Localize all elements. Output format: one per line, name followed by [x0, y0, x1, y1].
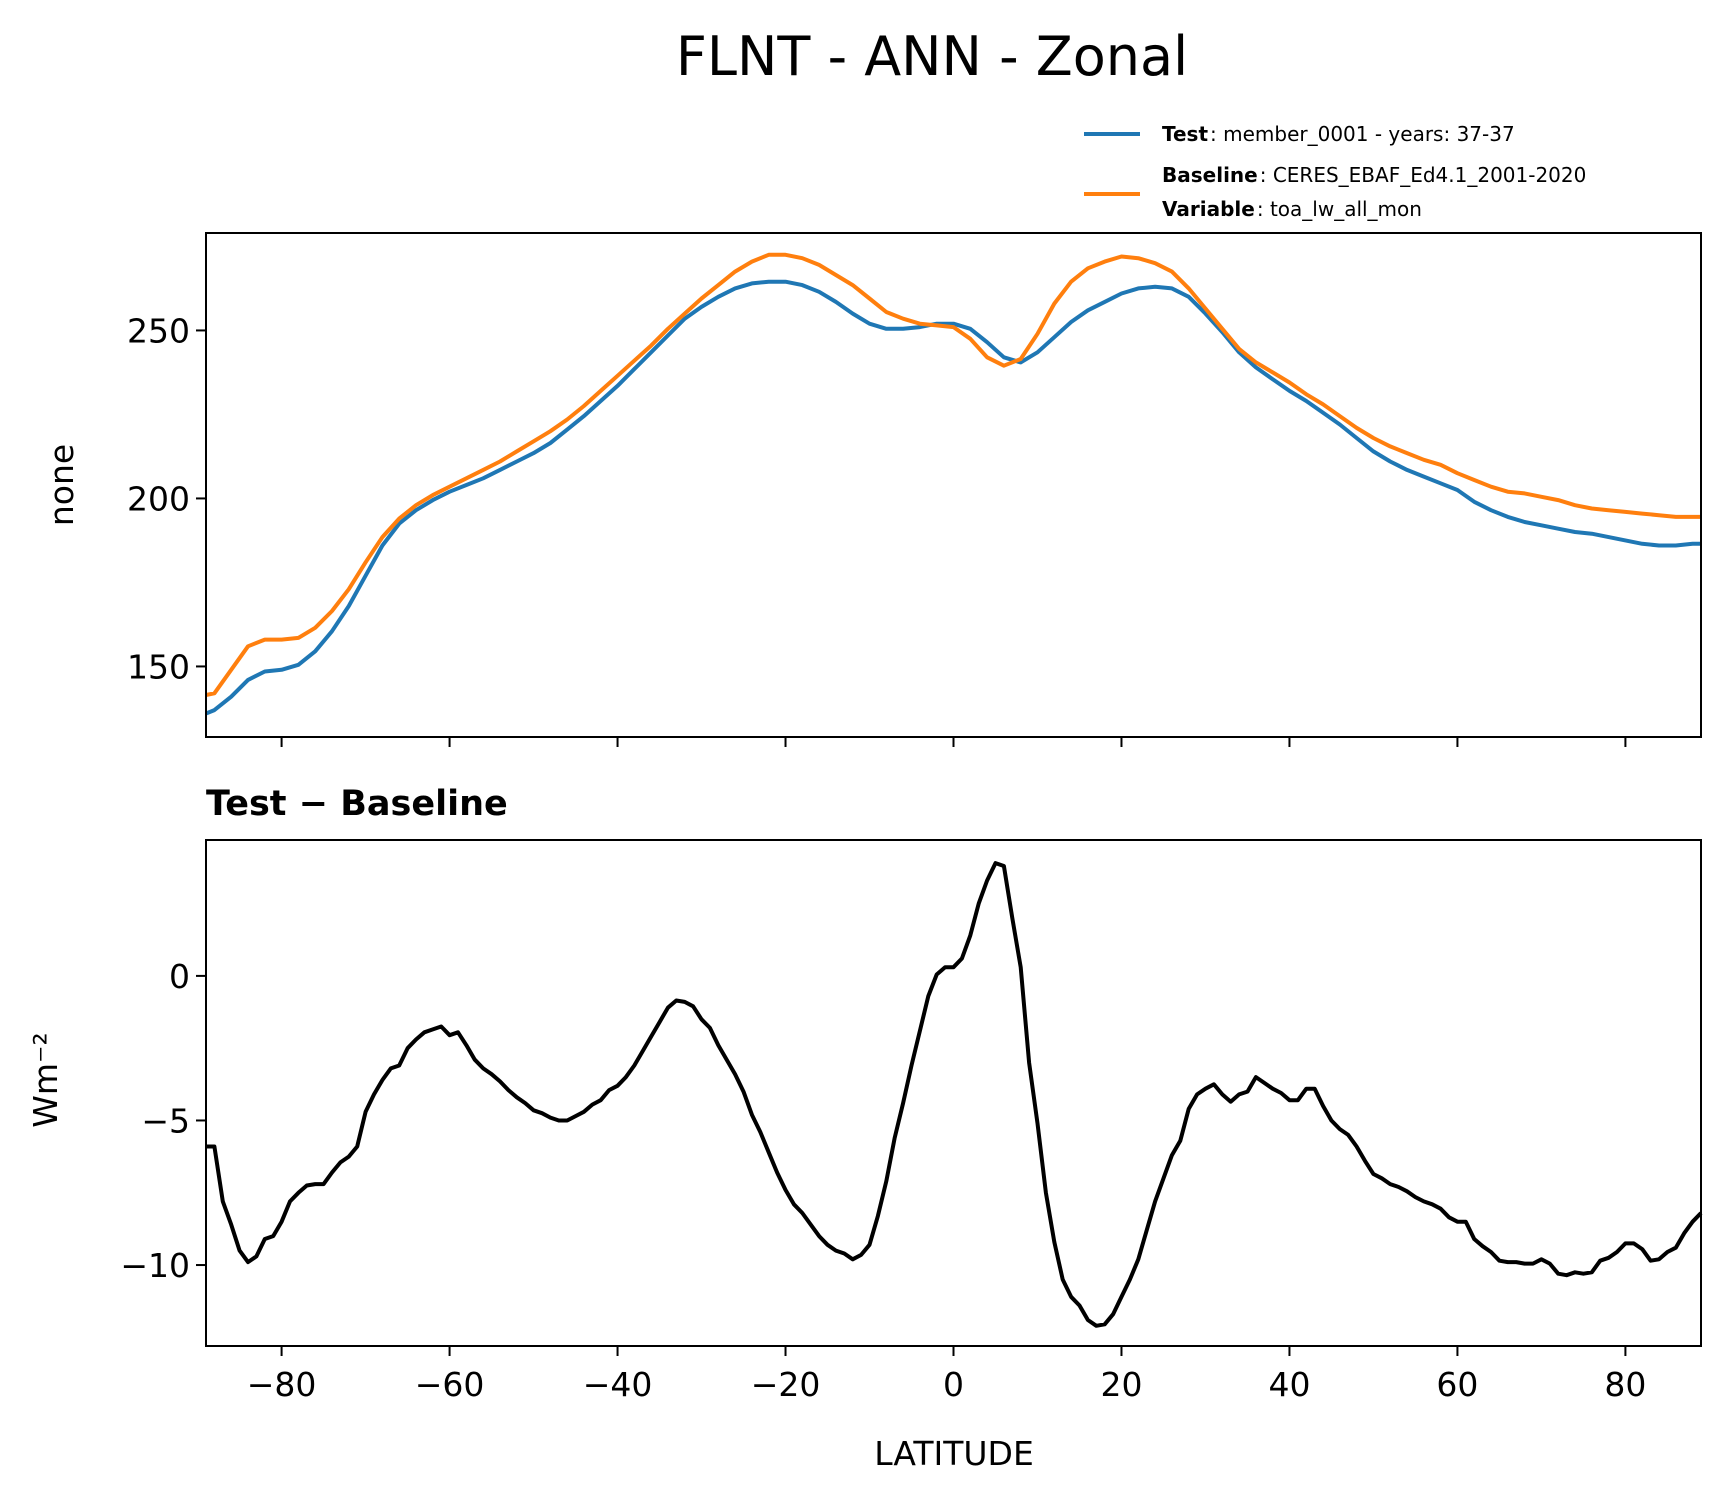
zonal-mean-y-tick-label: 150	[127, 647, 190, 686]
difference-panel: Test − Baseline 0 −5 −10 −80 −60 −40 −20 0 20 40…	[26, 784, 1703, 1473]
baseline-series-line	[205, 252, 1701, 697]
zonal-mean-x-axis	[280, 737, 1627, 747]
difference-y-label: Wm⁻²	[26, 1032, 65, 1127]
difference-x-tick-label: 40	[1268, 1365, 1310, 1404]
difference-title: Test − Baseline	[206, 784, 508, 824]
zonal-mean-axes-frame	[205, 232, 1702, 738]
difference-x-tick-label: −60	[415, 1365, 485, 1404]
difference-x-tick-label: 0	[943, 1365, 964, 1404]
test-series-line	[205, 279, 1701, 716]
difference-x-tick-label: −80	[247, 1365, 317, 1404]
difference-series-line	[206, 861, 1703, 1328]
difference-y-tick-label: −10	[120, 1246, 190, 1285]
difference-x-tick-label: 60	[1436, 1365, 1478, 1404]
difference-x-tick-label: −40	[583, 1365, 653, 1404]
difference-y-tick-label: 0	[169, 957, 190, 996]
difference-y-tick-label: −5	[141, 1101, 190, 1140]
legend-baseline-text: : CERES_EBAF_Ed4.1_2001-2020	[1260, 163, 1587, 187]
legend-entry-test: Test: member_0001 - years: 37-37	[1162, 122, 1515, 146]
legend-variable-text: : toa_lw_all_mon	[1257, 197, 1422, 221]
legend: Test: member_0001 - years: 37-37 Baselin…	[1084, 122, 1586, 221]
difference-x-tick-label: 20	[1100, 1365, 1142, 1404]
legend-test-bold: Test	[1162, 122, 1208, 146]
zonal-mean-plot-area	[205, 252, 1701, 716]
zonal-mean-panel: 150 200 250 none	[42, 232, 1702, 747]
difference-x-axis: −80 −60 −40 −20 0 20 40 60 80	[247, 1346, 1646, 1404]
legend-entry-baseline: Baseline: CERES_EBAF_Ed4.1_2001-2020	[1162, 163, 1586, 187]
difference-y-axis: 0 −5 −10	[120, 957, 206, 1285]
chart-title: FLNT - ANN - Zonal	[676, 25, 1188, 88]
legend-baseline-bold: Baseline	[1162, 163, 1258, 187]
difference-x-tick-label: −20	[751, 1365, 821, 1404]
difference-x-tick-label: 80	[1604, 1365, 1646, 1404]
zonal-mean-y-label: none	[42, 444, 81, 526]
legend-entry-variable: Variable: toa_lw_all_mon	[1162, 197, 1422, 221]
difference-axes-frame	[205, 839, 1702, 1347]
zonal-mean-y-axis: 150 200 250	[127, 311, 206, 686]
difference-x-label: LATITUDE	[874, 1434, 1034, 1473]
zonal-mean-y-tick-label: 250	[127, 311, 190, 350]
legend-variable-bold: Variable	[1162, 197, 1255, 221]
difference-plot-area	[206, 861, 1703, 1328]
legend-test-text: : member_0001 - years: 37-37	[1210, 122, 1515, 146]
zonal-mean-y-tick-label: 200	[127, 479, 190, 518]
